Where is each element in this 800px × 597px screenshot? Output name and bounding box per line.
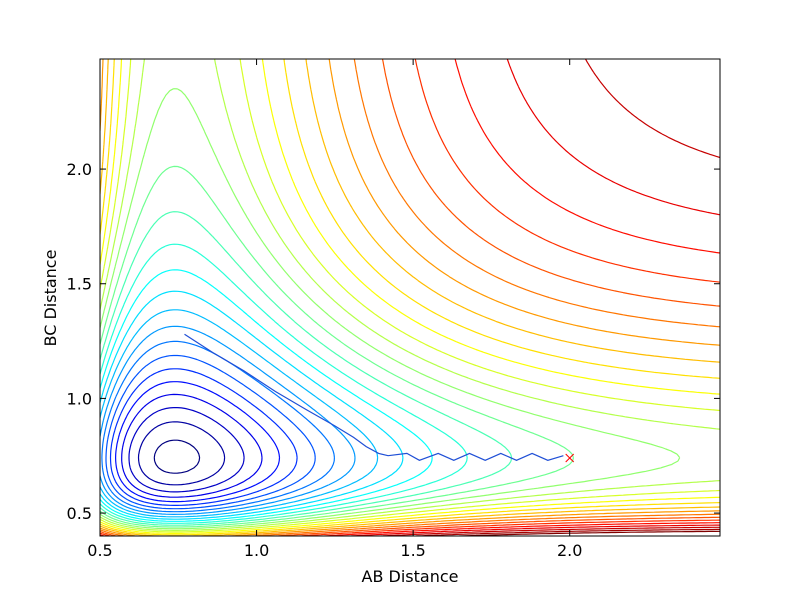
contour-line xyxy=(128,407,245,493)
contour-line xyxy=(100,59,720,536)
contour-line xyxy=(121,393,263,498)
trajectory-layer xyxy=(184,333,575,463)
contour-line xyxy=(100,211,513,526)
contour-line xyxy=(100,59,720,531)
x-tick-label: 0.5 xyxy=(87,541,112,560)
plot-frame xyxy=(99,58,721,537)
end-marker xyxy=(565,453,575,463)
y-axis-label: BC Distance xyxy=(41,250,60,347)
contour-line xyxy=(100,165,574,528)
contour-lines xyxy=(100,59,720,536)
contour-line xyxy=(100,290,404,520)
x-tick-label: 2.0 xyxy=(557,541,582,560)
contour-line xyxy=(100,88,681,530)
x-tick-label: 1.0 xyxy=(244,541,269,560)
contour-line xyxy=(100,59,720,536)
x-axis-label: AB Distance xyxy=(362,567,459,586)
contour-line xyxy=(100,269,433,522)
contour-line xyxy=(100,59,720,534)
contour-line xyxy=(100,59,720,536)
contour-line xyxy=(153,439,201,474)
y-tick-label: 1.0 xyxy=(67,389,92,408)
y-tick-label: 0.5 xyxy=(67,504,92,523)
contour-line xyxy=(137,421,226,486)
y-tick-label: 2.0 xyxy=(67,160,92,179)
contour-line xyxy=(100,59,720,533)
contour-line xyxy=(101,340,335,513)
contour-line xyxy=(100,309,379,518)
axis-ticks: 0.5 1.0 1.5 2.0 0.5 1.0 1.5 2.0 xyxy=(67,59,720,560)
trajectory-line xyxy=(184,333,564,461)
y-tick-label: 1.5 xyxy=(67,275,92,294)
contour-line xyxy=(100,59,720,536)
contour-line xyxy=(115,381,281,503)
contour-line xyxy=(100,59,720,536)
end-marker-stroke xyxy=(565,453,575,463)
contour-line xyxy=(100,59,720,536)
contour-line xyxy=(459,530,720,536)
contour-line xyxy=(109,368,298,506)
contour-line xyxy=(105,354,316,510)
contour-line xyxy=(350,59,720,536)
x-tick-label: 1.5 xyxy=(400,541,425,560)
